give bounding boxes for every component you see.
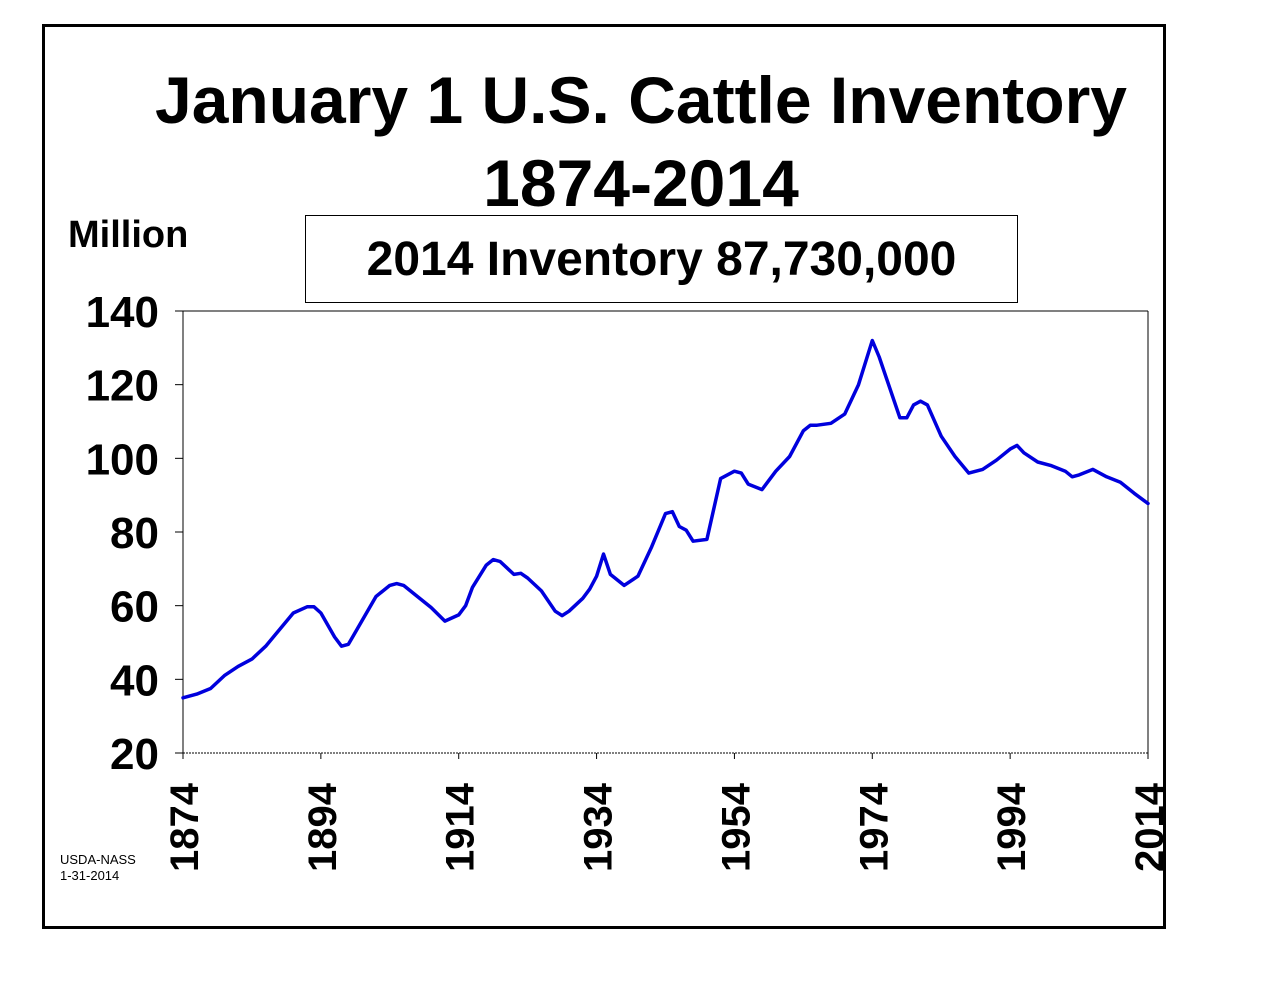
y-tick-label: 80 [110,509,159,558]
y-tick-label: 100 [86,435,159,484]
source-agency: USDA-NASS [60,852,136,867]
inventory-annotation: 2014 Inventory 87,730,000 [305,215,1018,303]
x-tick-label: 1934 [577,782,621,872]
y-tick-labels: 20 40 60 80 100 120 140 [86,288,159,779]
source-date: 1-31-2014 [60,868,120,883]
y-tick-label: 60 [110,583,159,632]
y-tick-label: 120 [86,362,159,411]
source-note: USDA-NASS 1-31-2014 [60,852,136,884]
x-tick-label: 1954 [714,782,758,872]
chart-subtitle: 1874-2014 [483,146,799,220]
inventory-series-line [181,338,1150,700]
x-tick-label: 1994 [990,782,1034,872]
x-tick-label: 2014 [1128,782,1172,872]
x-tick-label: 1874 [163,782,207,872]
x-tick-label: 1974 [852,782,896,872]
y-tick-label: 140 [86,288,159,337]
plot-axes [175,310,1149,759]
y-tick-label: 20 [110,730,159,779]
y-tick-label: 40 [110,656,159,705]
x-tick-labels: 1874 1894 1914 1934 1954 1974 1994 2014 [163,782,1172,872]
y-axis-label: Million [68,214,189,256]
chart-title: January 1 U.S. Cattle Inventory [155,63,1127,137]
chart-frame [42,24,1166,929]
series-layer [181,338,1150,700]
x-tick-label: 1894 [301,782,345,872]
x-tick-label: 1914 [439,782,483,872]
